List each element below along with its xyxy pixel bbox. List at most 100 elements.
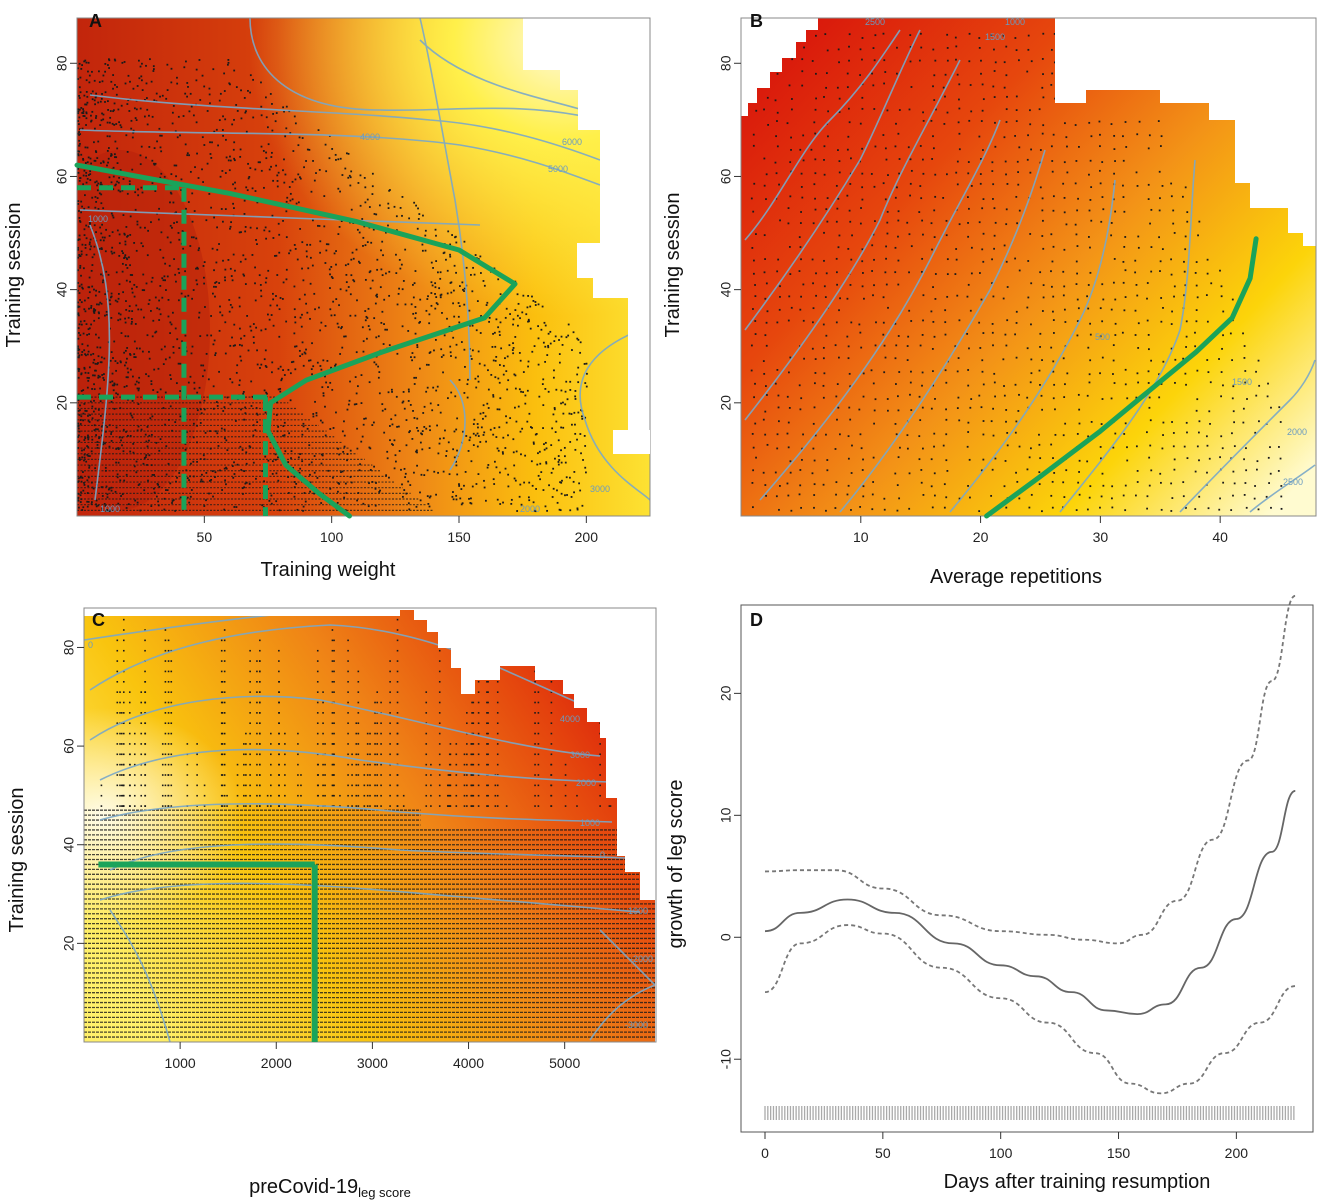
panel-a-point — [101, 495, 104, 497]
panel-a-point — [349, 314, 352, 317]
panel-a-point — [532, 441, 535, 444]
panel-c-point — [449, 794, 452, 797]
panel-a-point — [320, 453, 323, 456]
panel-b-point — [1041, 58, 1044, 60]
panel-a-point — [215, 281, 218, 283]
panel-b-point — [1074, 223, 1077, 226]
panel-c-point — [425, 743, 428, 745]
panel-a-point — [79, 494, 82, 497]
panel-a-point — [193, 210, 196, 212]
panel-a-point — [570, 413, 573, 415]
panel-b-point — [1039, 457, 1042, 460]
panel-c-point — [122, 649, 125, 652]
panel-c-point — [534, 680, 536, 683]
panel-b-point — [945, 496, 948, 499]
panel-c-point — [186, 794, 189, 797]
panel-a-point — [323, 225, 326, 228]
panel-a-point — [532, 442, 535, 445]
panel-b-point — [763, 184, 766, 187]
panel-a-point — [297, 456, 300, 459]
panel-a-point — [308, 444, 311, 447]
panel-a: 1000 4000 5000 6000 3000 2000 1000 50 100… — [54, 11, 651, 545]
panel-a-point — [123, 257, 125, 259]
panel-a-point — [136, 85, 139, 87]
panel-a-point — [151, 415, 154, 418]
panel-a-point — [347, 263, 350, 266]
panel-a-point — [100, 425, 103, 428]
panel-b-point — [1099, 506, 1101, 509]
panel-b-point — [764, 258, 766, 260]
panel-a-point — [482, 404, 485, 407]
panel-b-point — [801, 58, 804, 61]
panel-b-point — [921, 334, 924, 336]
panel-b-point — [956, 370, 959, 373]
panel-a-point — [112, 74, 115, 76]
panel-a-point — [144, 456, 147, 458]
panel-a-point — [527, 360, 530, 363]
panel-b-point — [1051, 506, 1054, 509]
panel-b-point — [847, 107, 850, 110]
panel-a-point — [131, 416, 134, 419]
panel-a-point — [129, 234, 132, 236]
panel-a-point — [146, 445, 149, 448]
panel-a-point — [102, 279, 105, 282]
panel-a-point — [506, 388, 509, 391]
panel-b-point — [861, 285, 864, 288]
panel-b-point — [907, 335, 910, 338]
panel-a-point — [560, 335, 563, 338]
panel-c-point — [376, 805, 379, 807]
panel-b-point — [906, 221, 909, 224]
panel-b-point — [1147, 198, 1150, 200]
panel-c-point — [245, 763, 247, 766]
panel-a-point — [353, 403, 356, 406]
panel-a-point — [169, 241, 172, 244]
panel-a-point — [201, 168, 203, 171]
panel-a-point — [169, 405, 172, 408]
panel-a-point — [274, 120, 277, 123]
panel-a-point — [107, 273, 110, 276]
panel-c-point — [167, 680, 170, 683]
panel-b-point — [813, 506, 815, 509]
panel-b-point — [896, 509, 899, 512]
panel-b-point — [919, 145, 922, 147]
panel-a-point — [558, 339, 560, 341]
panel-a-point — [306, 311, 309, 314]
panel-a-point — [224, 279, 226, 282]
panel-a-point — [422, 214, 424, 217]
panel-a-point — [248, 445, 251, 448]
panel-a-point — [318, 306, 320, 309]
panel-b-point — [1087, 236, 1090, 238]
panel-c-point — [347, 722, 349, 725]
panel-a-point — [129, 435, 132, 437]
panel-b-point — [1124, 368, 1127, 371]
panel-b-point — [898, 172, 901, 175]
panel-b-point — [1029, 123, 1032, 126]
panel-c-point — [550, 784, 552, 787]
panel-a-point — [155, 330, 158, 333]
panel-a-point — [256, 413, 259, 416]
panel-b-point — [1102, 298, 1105, 301]
panel-a-point — [272, 298, 275, 301]
panel-c-point — [396, 805, 399, 807]
panel-b-point — [776, 111, 779, 114]
panel-a-point — [251, 254, 254, 256]
panel-a-y-tick-label: 40 — [54, 282, 70, 298]
panel-c-point — [121, 794, 123, 797]
panel-a-point — [78, 459, 81, 461]
panel-a-point — [108, 510, 111, 512]
panel-a-point — [172, 201, 175, 204]
panel-a-point — [254, 299, 257, 302]
panel-b-point — [825, 86, 828, 89]
panel-c-point — [471, 774, 473, 776]
panel-a-point — [225, 439, 228, 442]
panel-c-point — [278, 743, 280, 745]
panel-a-point — [270, 151, 273, 154]
panel-b-point — [946, 295, 949, 298]
panel-a-point — [102, 239, 105, 242]
panel-b-point — [774, 471, 777, 474]
panel-c-point — [425, 701, 428, 704]
panel-a-point — [299, 177, 302, 180]
panel-a-point — [309, 490, 311, 493]
panel-b-point — [1090, 186, 1093, 189]
panel-c-point — [333, 649, 335, 652]
